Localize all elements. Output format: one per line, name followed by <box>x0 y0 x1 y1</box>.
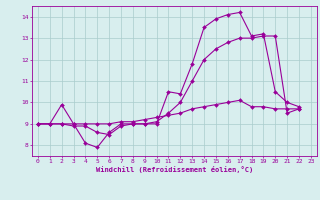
X-axis label: Windchill (Refroidissement éolien,°C): Windchill (Refroidissement éolien,°C) <box>96 166 253 173</box>
